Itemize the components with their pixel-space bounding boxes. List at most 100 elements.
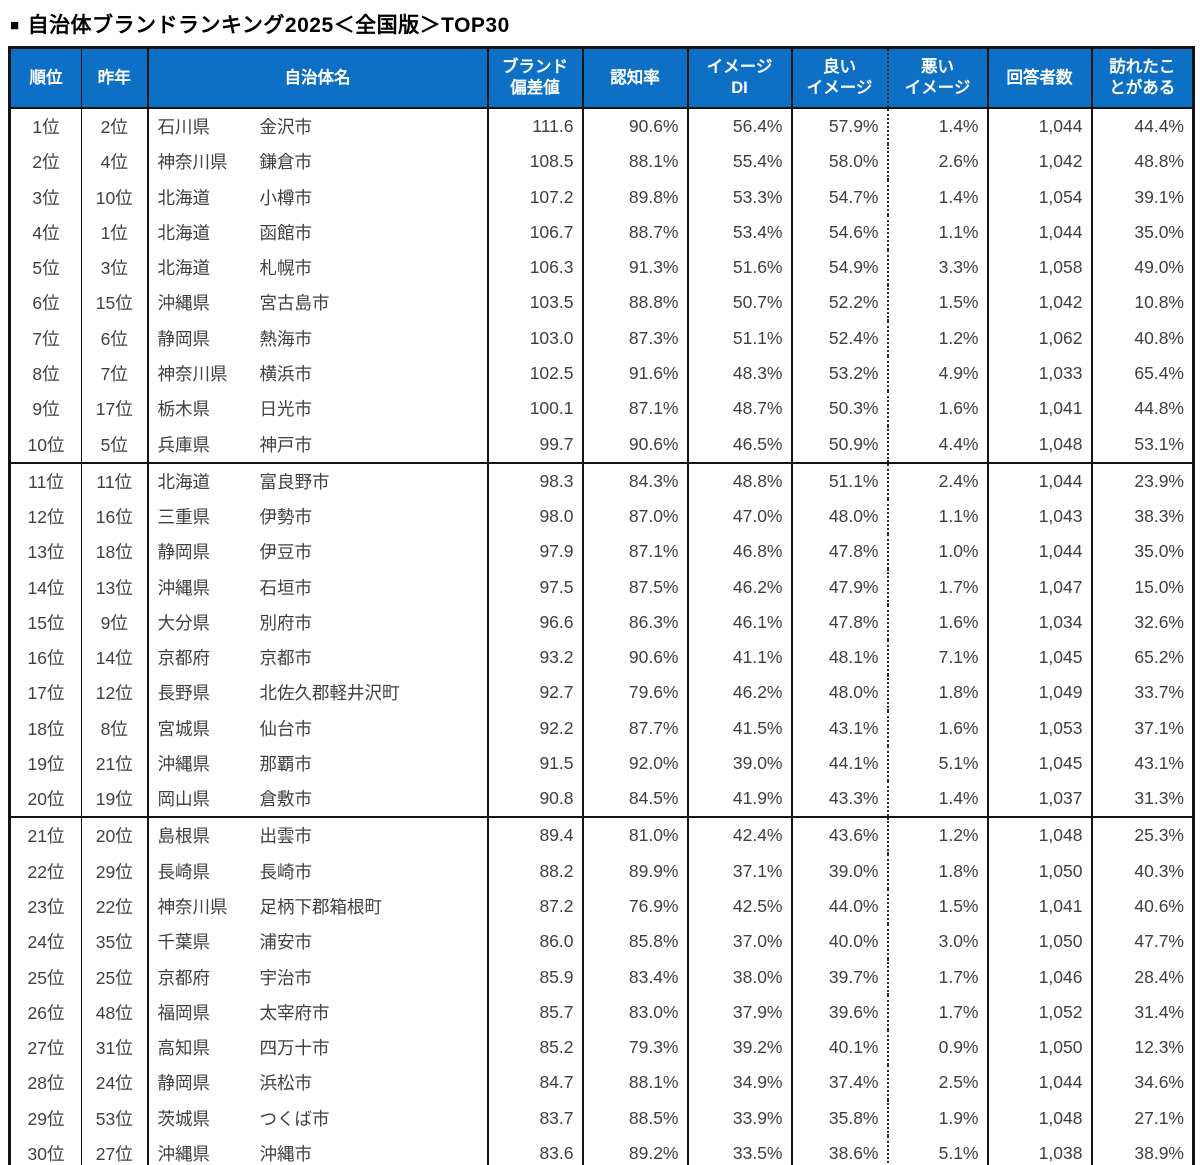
city-label: 金沢市 [259, 117, 313, 138]
last-year-cell: 8位 [81, 710, 149, 746]
last-year-cell: 18位 [81, 534, 149, 570]
respondents-cell: 1,041 [987, 391, 1093, 427]
visited-cell: 40.8% [1134, 327, 1184, 348]
deviation-cell: 108.5 [487, 144, 584, 180]
municipality-cell: 京都府 京都市 [147, 639, 489, 676]
image-di-cell: 51.6% [687, 250, 793, 286]
image-di-cell: 46.2% [687, 569, 793, 605]
good-image-cell: 48.0% [791, 675, 889, 711]
last-year-cell: 29位 [81, 853, 149, 889]
recognition-cell: 88.5% [582, 1100, 689, 1136]
last-year-cell: 14位 [81, 639, 149, 676]
prefecture-label: 沖縄県 [157, 753, 211, 774]
city-label: 横浜市 [259, 363, 313, 384]
visited-cell: 44.4% [1134, 116, 1184, 137]
prefecture-label: 北海道 [157, 258, 211, 279]
prefecture-label: 京都府 [157, 648, 211, 669]
col-header-respondents: 回答者数 [987, 47, 1093, 109]
deviation-cell: 100.1 [487, 391, 584, 427]
visited-cell: 44.8% [1134, 398, 1184, 419]
visited-cell: 43.1% [1134, 752, 1184, 773]
image-di-cell: 48.8% [687, 462, 793, 499]
city-label: 仙台市 [259, 718, 313, 739]
municipality-cell: 大分県 別府市 [147, 604, 489, 640]
rank-cell: 28位 [9, 1065, 82, 1101]
prefecture-label: 静岡県 [157, 1073, 211, 1094]
recognition-cell: 87.3% [582, 320, 689, 356]
bad-image-cell: 1.8% [887, 675, 989, 711]
visited-cell: 31.3% [1091, 781, 1194, 819]
last-year-cell: 9位 [81, 604, 149, 640]
visited-cell: 48.8% [1134, 151, 1184, 172]
last-year-cell: 16位 [81, 498, 149, 535]
recognition-cell: 91.3% [582, 250, 689, 286]
good-image-cell: 52.4% [791, 320, 889, 356]
image-di-cell: 51.1% [687, 320, 793, 356]
rank-cell: 14位 [9, 569, 82, 605]
last-year-cell: 25位 [81, 959, 149, 995]
table-row: 2位 4位 神奈川県 鎌倉市 108.5 88.1% 55.4% 58.0% 2.6% 1,042… [9, 144, 1194, 180]
city-label: 京都市 [259, 648, 313, 669]
rank-cell: 5位 [9, 250, 82, 286]
good-image-cell: 54.9% [791, 250, 889, 286]
table-row: 23位 22位 神奈川県 足柄下郡箱根町 87.2 76.9% 42.5% 44.0% 1.5%… [9, 888, 1194, 925]
good-image-cell: 58.0% [791, 144, 889, 180]
recognition-cell: 79.6% [582, 675, 689, 711]
image-di-cell: 48.3% [687, 355, 793, 392]
col-header-municipality: 自治体名 [147, 47, 489, 109]
deviation-cell: 87.2 [487, 888, 584, 925]
recognition-cell: 91.6% [582, 355, 689, 392]
visited-cell: 23.9% [1134, 470, 1184, 491]
rank-cell: 21位 [9, 817, 82, 854]
last-year-cell: 24位 [81, 1065, 149, 1101]
visited-cell: 15.0% [1134, 576, 1184, 597]
prefecture-label: 石川県 [157, 117, 211, 138]
prefecture-label: 福岡県 [157, 1002, 211, 1023]
good-image-cell: 39.0% [791, 853, 889, 889]
recognition-cell: 76.9% [582, 888, 689, 925]
city-label: 鎌倉市 [259, 152, 313, 173]
recognition-cell: 92.0% [582, 745, 689, 782]
deviation-cell: 97.9 [487, 534, 584, 570]
table-row: 28位 24位 静岡県 浜松市 84.7 88.1% 34.9% 37.4% 2.5% 1,044… [9, 1065, 1194, 1101]
last-year-cell: 48位 [81, 994, 149, 1030]
respondents-cell: 1,044 [987, 1065, 1093, 1101]
image-di-cell: 37.9% [687, 994, 793, 1030]
deviation-cell: 85.7 [487, 994, 584, 1030]
last-year-cell: 15位 [81, 285, 149, 321]
table-row: 5位 3位 北海道 札幌市 106.3 91.3% 51.6% 54.9% 3.3% 1,058 4… [9, 250, 1194, 286]
bad-image-cell: 1.7% [887, 959, 989, 995]
recognition-cell: 87.1% [582, 391, 689, 427]
rank-cell: 29位 [9, 1100, 82, 1136]
recognition-cell: 85.8% [582, 924, 689, 960]
good-image-cell: 47.9% [791, 569, 889, 605]
respondents-cell: 1,044 [987, 214, 1093, 251]
city-label: 四万十市 [259, 1038, 330, 1059]
deviation-cell: 92.7 [487, 675, 584, 711]
prefecture-label: 神奈川県 [157, 152, 228, 173]
good-image-cell: 39.6% [791, 994, 889, 1030]
visited-cell: 38.9% [1134, 1142, 1184, 1163]
image-di-cell: 41.9% [687, 781, 793, 819]
table-row: 16位 14位 京都府 京都市 93.2 90.6% 41.1% 48.1% 7.1% 1,045… [9, 639, 1194, 676]
respondents-cell: 1,037 [987, 781, 1093, 819]
prefecture-label: 岡山県 [157, 789, 211, 810]
city-label: 石垣市 [259, 577, 313, 598]
rank-cell: 15位 [9, 604, 82, 640]
recognition-cell: 83.0% [582, 994, 689, 1030]
prefecture-label: 宮城県 [157, 718, 211, 739]
deviation-cell: 103.0 [487, 320, 584, 356]
image-di-cell: 56.4% [687, 108, 793, 145]
prefecture-label: 茨城県 [157, 1108, 211, 1129]
prefecture-label: 長崎県 [157, 861, 211, 882]
recognition-cell: 81.0% [582, 817, 689, 854]
table-row: 8位 7位 神奈川県 横浜市 102.5 91.6% 48.3% 53.2% 4.9% 1,033… [9, 355, 1194, 392]
image-di-cell: 48.7% [687, 391, 793, 427]
deviation-cell: 106.3 [487, 250, 584, 286]
bad-image-cell: 1.4% [887, 781, 989, 819]
image-di-cell: 41.5% [687, 710, 793, 746]
ranking-table: 順位 昨年 自治体名 ブランド 偏差値 認知率 イメージ DI 良い イメージ 悪い イメージ 回答者数… [8, 46, 1195, 1165]
bad-image-cell: 1.9% [887, 1100, 989, 1136]
visited-cell: 49.0% [1134, 257, 1184, 278]
municipality-cell: 高知県 四万十市 [147, 1029, 489, 1066]
